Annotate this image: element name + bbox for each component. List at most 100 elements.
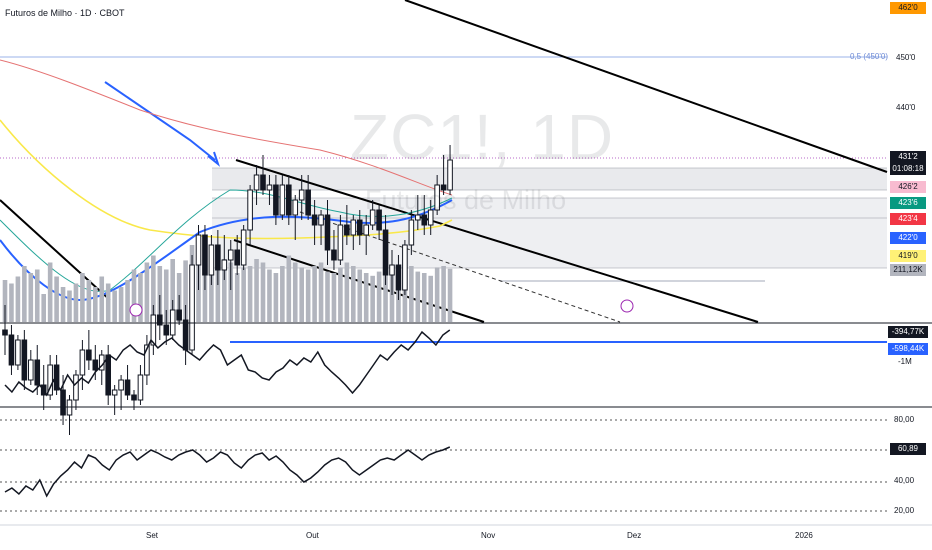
candle-body xyxy=(8,334,15,366)
volume-bar xyxy=(222,259,227,322)
event-icon[interactable] xyxy=(620,299,634,313)
volume-bar xyxy=(260,262,266,322)
volume-bar xyxy=(428,275,433,322)
volume-bar xyxy=(247,266,253,322)
volume-bar xyxy=(202,267,208,322)
candle-body xyxy=(73,374,79,401)
countdown-badge: 01:08:18 xyxy=(890,163,926,175)
volume-bar xyxy=(305,269,311,322)
volume-bar xyxy=(292,262,298,322)
volume-bar xyxy=(80,273,85,322)
ind2-value-badge[interactable]: 60,89 xyxy=(890,443,926,455)
candle-body xyxy=(157,314,163,326)
badge-422[interactable]: 422'0 xyxy=(890,232,926,244)
candle-body xyxy=(415,214,421,221)
candles xyxy=(2,145,453,435)
ind2-label-80: 80,00 xyxy=(894,415,915,424)
candle-body xyxy=(208,244,215,276)
price-label-450: 450'0 xyxy=(896,53,916,62)
candle-body xyxy=(195,234,202,266)
volume-bar xyxy=(351,266,356,322)
price-top-badge[interactable]: 462'0 xyxy=(890,2,926,14)
candle-body xyxy=(118,379,124,391)
candle-body xyxy=(260,174,266,191)
candle-body xyxy=(389,264,395,276)
time-label-set: Set xyxy=(146,531,159,540)
candle-body xyxy=(53,364,60,391)
time-label-2026: 2026 xyxy=(795,531,813,540)
candle-body xyxy=(305,189,311,216)
ind1-value1-badge[interactable]: -394,77K xyxy=(888,326,928,338)
volume-bar xyxy=(105,283,111,322)
candle-body xyxy=(427,209,434,226)
volume-bar xyxy=(54,276,59,322)
candle-body xyxy=(189,264,195,351)
candle-body xyxy=(434,184,440,211)
volume-bar xyxy=(273,273,279,322)
volume-bar xyxy=(389,269,395,322)
candle-body xyxy=(421,214,428,226)
candle-body xyxy=(234,249,240,266)
candle-body xyxy=(402,244,408,291)
volume-bar xyxy=(228,262,234,322)
volume-bar xyxy=(67,290,72,322)
ind2-label-40: 40,00 xyxy=(894,476,915,485)
volume-bar xyxy=(286,255,292,322)
candle-body xyxy=(440,184,447,191)
volume-bar xyxy=(344,262,350,322)
badge-426[interactable]: 426'2 xyxy=(890,181,926,193)
badge-423-6[interactable]: 423'6 xyxy=(890,197,926,209)
candle-body xyxy=(202,234,208,276)
candle-body xyxy=(144,344,150,376)
volume-bar xyxy=(441,266,446,322)
volume-bar xyxy=(363,273,369,322)
candle-body xyxy=(311,214,318,226)
watermark-symbol: ZC1!, 1D xyxy=(350,101,615,173)
candle-body xyxy=(221,259,228,271)
badge-419[interactable]: 419'0 xyxy=(890,250,926,262)
time-label-nov: Nov xyxy=(481,531,496,540)
volume-bar xyxy=(163,269,169,322)
volume-bar xyxy=(144,262,150,322)
trendline-mid[interactable] xyxy=(235,159,759,323)
candle-body xyxy=(86,349,92,361)
volume-bar xyxy=(383,266,388,322)
volume-bar xyxy=(47,262,53,322)
badge-423-4[interactable]: 423'4 xyxy=(890,213,926,225)
candle-body xyxy=(137,374,144,401)
badge-volume[interactable]: 211,12K xyxy=(890,264,926,276)
volume-bar xyxy=(299,267,304,322)
event-icon[interactable] xyxy=(129,303,143,317)
candle-body xyxy=(247,189,253,231)
volume-bar xyxy=(331,273,337,322)
last-price-badge[interactable]: 431'2 xyxy=(890,151,926,163)
candle-body xyxy=(395,264,402,291)
volume-bars xyxy=(2,245,453,322)
volume-bar xyxy=(138,273,143,322)
ind1-sub-label: -1M xyxy=(898,357,912,366)
candle-body xyxy=(15,339,21,366)
candle-body xyxy=(227,249,234,261)
candle-body xyxy=(318,214,324,226)
candle-body xyxy=(92,359,99,371)
volume-bar xyxy=(112,290,117,322)
candle-body xyxy=(79,349,86,376)
volume-bar xyxy=(131,269,137,322)
chart-title: Futuros de Milho · 1D · CBOT xyxy=(5,8,125,18)
ind2-line xyxy=(4,446,451,498)
candle-body xyxy=(408,219,415,246)
candle-body xyxy=(60,389,66,416)
candle-body xyxy=(298,189,305,201)
trendline-left[interactable] xyxy=(0,199,111,301)
arrow-line[interactable] xyxy=(104,81,216,161)
candle-body xyxy=(273,184,279,216)
candle-body xyxy=(447,159,453,191)
trendline-upper[interactable] xyxy=(404,0,888,173)
time-label-out: Out xyxy=(306,531,319,540)
zone-upper[interactable] xyxy=(212,168,887,190)
ind1-value2-badge[interactable]: -598,44K xyxy=(888,343,928,355)
candle-body xyxy=(286,184,292,216)
candle-body xyxy=(369,209,376,226)
candle-body xyxy=(253,174,260,191)
